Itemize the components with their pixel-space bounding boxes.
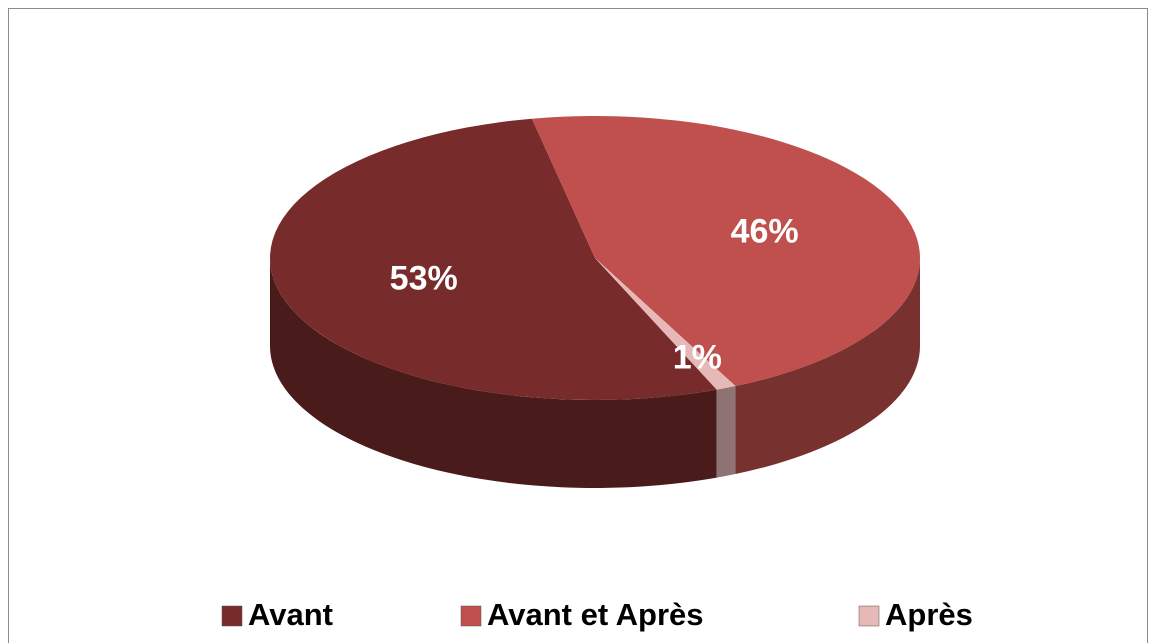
legend-swatch (460, 605, 482, 627)
legend-swatch (221, 605, 243, 627)
slice-side (270, 258, 717, 488)
slice-side (735, 258, 920, 475)
legend-swatch (858, 605, 880, 627)
data-label: 1% (673, 338, 722, 376)
slice-side (716, 386, 736, 478)
data-label: 53% (390, 259, 458, 297)
legend-label: Après (885, 597, 973, 632)
data-label: 46% (731, 212, 799, 250)
slice (531, 116, 920, 387)
slice (269, 118, 717, 401)
legend-label: Avant et Après (487, 597, 704, 632)
legend-label: Avant (248, 597, 333, 632)
slice (595, 258, 736, 390)
